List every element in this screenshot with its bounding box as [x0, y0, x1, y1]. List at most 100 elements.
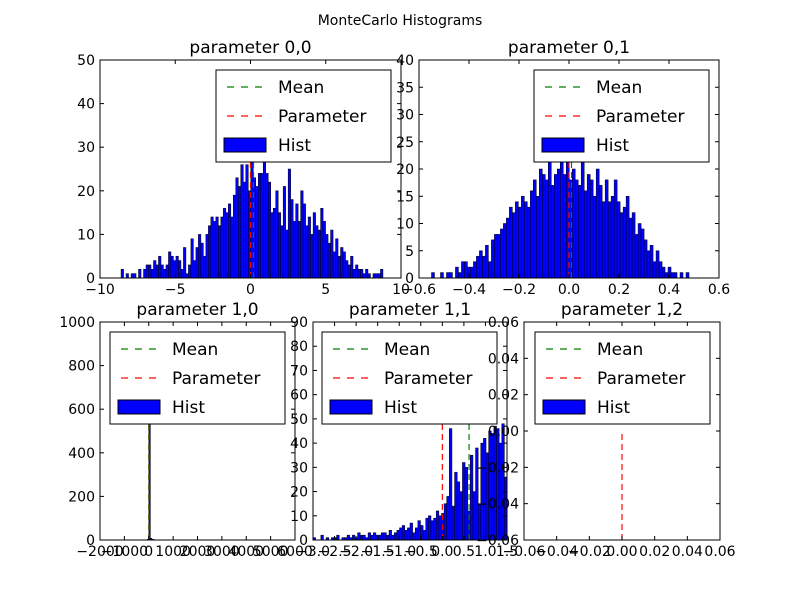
legend-label: Hist: [172, 398, 205, 418]
legend-label: Hist: [596, 136, 629, 156]
legend: Mean Parameter Hist: [215, 69, 392, 163]
hist-bar: [404, 530, 408, 541]
hist-bar: [459, 491, 463, 541]
hist-bar: [518, 206, 522, 279]
legend-label: Mean: [172, 340, 218, 360]
hist-bar: [670, 272, 675, 279]
hist-bar: [195, 247, 199, 279]
hist-bar: [643, 239, 648, 279]
hist-bar: [213, 221, 217, 279]
hist-bar: [155, 264, 159, 279]
hist-bar: [317, 229, 321, 279]
hist-bar: [325, 234, 329, 279]
subplot-3: −3.0−2.5−2.0−1.5−1.0−0.50.0 0.5 1.0 1.5 0 10 2…: [290, 300, 518, 560]
x-tick-label: −5: [165, 282, 186, 298]
hist-bar: [433, 517, 437, 541]
hist-bar: [401, 525, 406, 541]
hist-bar: [300, 190, 304, 279]
legend-label: Parameter: [278, 107, 366, 127]
hist-bar: [215, 216, 219, 279]
hist-bar: [625, 196, 630, 279]
hist-bar: [208, 225, 212, 279]
hist-bar: [153, 260, 157, 279]
hist-bar: [493, 425, 497, 541]
hist-bar: [554, 174, 558, 279]
hist-bar: [168, 251, 172, 279]
hist-bar: [322, 221, 326, 279]
y-tick-label: 35: [396, 80, 414, 96]
hist-bar: [673, 272, 678, 279]
hist-bar: [430, 520, 434, 541]
hist-bar: [515, 201, 519, 279]
hist-bar: [577, 185, 582, 279]
y-tick-label: 20: [77, 184, 95, 200]
y-tick-label: −0.06: [476, 533, 519, 549]
hist-bar: [509, 206, 513, 279]
hist-bar: [355, 264, 359, 279]
y-tick-label: 0.00: [488, 424, 519, 440]
legend-label: Parameter: [384, 369, 472, 389]
hist-bar: [245, 164, 249, 279]
subplot-0: −10 −5 0 5 10 0 10 20 30 40 50 parameter 0,0 Mean Par…: [77, 38, 410, 298]
hist-bar: [580, 157, 585, 279]
hist-bar: [646, 250, 651, 279]
y-tick-label: 50: [77, 53, 95, 69]
x-tick-label: 5: [321, 282, 330, 298]
x-tick-label: 3000: [204, 544, 240, 560]
hist-bar: [431, 272, 435, 279]
hist-bar: [327, 242, 331, 279]
x-tick-label: 1.0: [474, 544, 496, 560]
hist-bar: [272, 207, 276, 279]
legend-label: Hist: [278, 136, 311, 156]
y-tick-label: 400: [68, 446, 95, 462]
hist-bar: [337, 255, 341, 279]
hist-bar: [583, 190, 588, 279]
hist-bar: [425, 517, 429, 541]
hist-bar: [496, 428, 500, 541]
hist-bar: [470, 266, 474, 279]
legend: Mean Parameter Hist: [321, 331, 498, 425]
hist-bar: [367, 532, 371, 541]
y-tick-label: −0.02: [476, 460, 519, 476]
hist-bar: [539, 168, 543, 279]
hist-bar: [589, 179, 594, 279]
hist-bar: [332, 251, 336, 279]
x-tick-label: −1000: [101, 544, 148, 560]
hist-bar: [438, 515, 442, 541]
hist-bar: [456, 481, 461, 541]
hist-bar: [628, 217, 633, 279]
legend-label: Parameter: [596, 107, 684, 127]
hist-bar: [357, 269, 361, 279]
hist-bar: [360, 269, 364, 279]
y-tick-label: 60: [290, 388, 308, 404]
hist-bar: [536, 196, 540, 279]
hist-bar: [225, 212, 229, 279]
hist-bar: [302, 203, 306, 279]
y-tick-label: 40: [77, 97, 95, 113]
legend-hist-swatch: [117, 399, 161, 415]
hist-bar: [285, 229, 289, 279]
hist-bar: [235, 177, 239, 279]
hist-bar: [491, 239, 495, 279]
hist-bar: [592, 196, 597, 279]
hist-bar: [637, 223, 642, 279]
y-tick-label: 40: [396, 53, 414, 69]
hist-bar: [295, 203, 299, 279]
hist-bar: [188, 264, 192, 279]
x-tick-label: 0.04: [672, 544, 703, 560]
y-tick-label: 20: [396, 162, 414, 178]
y-tick-label: 600: [68, 402, 95, 418]
hist-bar: [440, 272, 444, 279]
y-tick-label: 50: [290, 412, 308, 428]
y-tick-label: 0.04: [488, 351, 519, 367]
hist-bar: [185, 273, 189, 279]
hist-bar: [335, 238, 339, 279]
y-tick-label: 200: [68, 489, 95, 505]
hist-bar: [560, 157, 564, 279]
x-tick-label: −1.5: [361, 544, 395, 560]
hist-bar: [160, 264, 164, 279]
hist-bar: [545, 179, 549, 279]
hist-bar: [170, 255, 174, 279]
